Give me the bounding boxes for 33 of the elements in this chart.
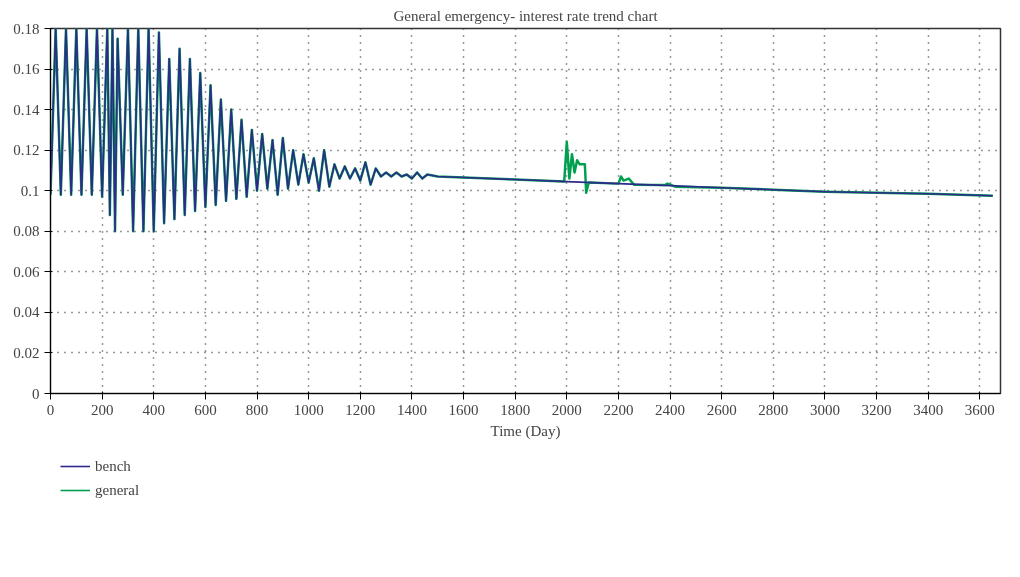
x-tick-label: 2200	[603, 401, 634, 418]
x-tick-label: 2600	[706, 401, 737, 418]
x-tick-label: 1000	[293, 401, 324, 418]
y-tick-label: 0.08	[13, 223, 40, 240]
x-tick-label: 3600	[964, 401, 995, 418]
y-tick-label: 0.18	[13, 20, 40, 37]
x-axis-title: Time (Day)	[490, 422, 561, 440]
x-tick-label: 400	[142, 401, 166, 418]
x-tick-label: 3200	[861, 401, 892, 418]
x-tick-label: 3000	[809, 401, 840, 418]
y-tick-label: 0.12	[13, 142, 40, 159]
x-tick-label: 200	[90, 401, 114, 418]
x-tick-label: 2800	[758, 401, 789, 418]
x-tick-label: 1800	[500, 401, 531, 418]
x-tick-label: 3400	[913, 401, 944, 418]
y-tick-label: 0.14	[13, 101, 40, 118]
y-tick-label: 0	[32, 385, 40, 402]
x-tick-label: 1600	[448, 401, 479, 418]
y-tick-label: 0.06	[13, 263, 40, 280]
x-tick-label: 1400	[396, 401, 427, 418]
x-tick-label: 600	[194, 401, 217, 418]
legend-label: bench	[95, 457, 131, 475]
y-tick-label: 0.16	[13, 61, 40, 78]
x-tick-label: 800	[245, 401, 269, 418]
y-tick-label: 0.02	[13, 344, 40, 361]
y-tick-label: 0.1	[20, 182, 40, 199]
x-tick-label: 1200	[345, 401, 376, 418]
chart-title: General emergency- interest rate trend chart	[393, 7, 659, 24]
x-tick-label: 2400	[655, 401, 686, 418]
y-tick-label: 0.04	[13, 304, 40, 321]
x-tick-label: 0	[46, 401, 55, 418]
legend-label: general	[95, 481, 140, 499]
x-tick-label: 2000	[551, 401, 582, 418]
